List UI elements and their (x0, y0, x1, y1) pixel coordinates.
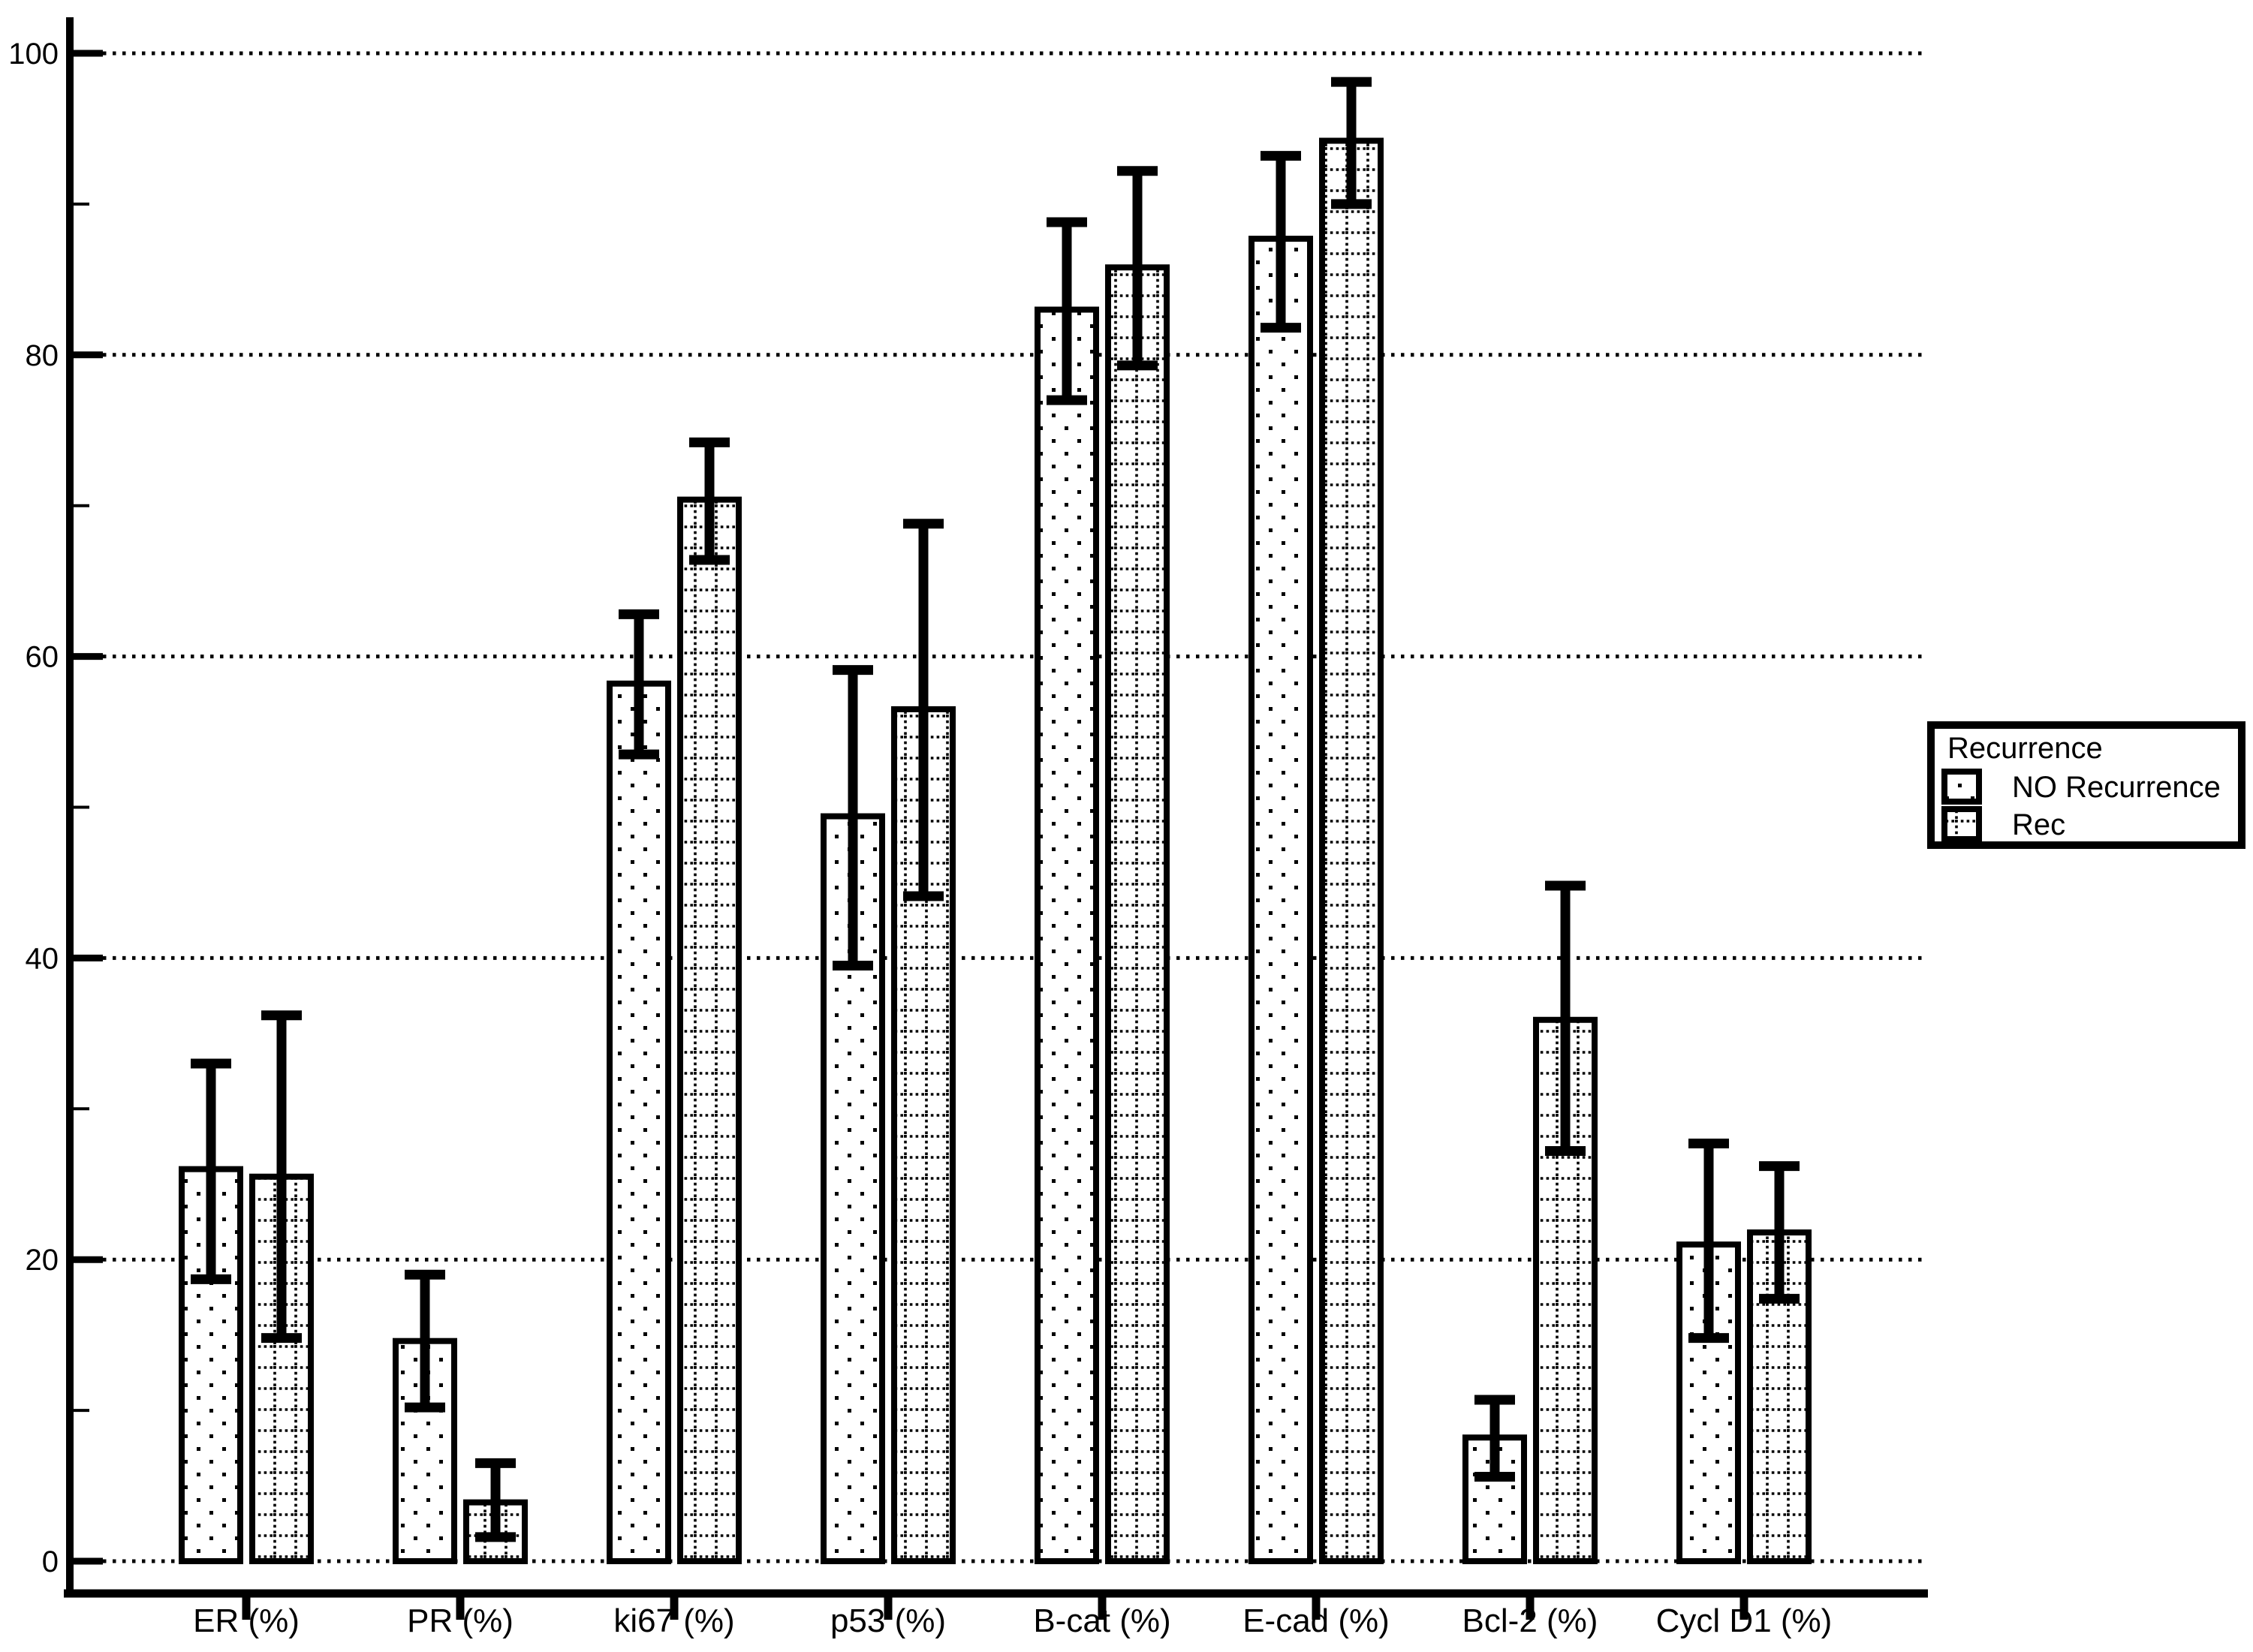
x-tick-label: B-cat (%) (1033, 1602, 1170, 1639)
bar-no-recurrence (607, 680, 671, 1565)
x-tick-label: Bcl-2 (%) (1462, 1602, 1598, 1639)
legend-swatch-rec (1941, 806, 1982, 842)
x-tick-label: p53 (%) (830, 1602, 946, 1639)
bar-no-recurrence (1248, 236, 1313, 1564)
y-tick-label: 40 (26, 942, 59, 975)
x-tick-label: Cycl D1 (%) (1656, 1602, 1833, 1639)
bar-rec (1533, 1016, 1598, 1565)
x-tick-label: E-cad (%) (1242, 1602, 1390, 1639)
legend-title: Recurrence (1947, 732, 2103, 765)
y-tick-label: 60 (26, 641, 59, 674)
legend: Recurrence NO Recurrence Rec (1927, 721, 2245, 849)
x-tick-label: PR (%) (407, 1602, 514, 1639)
bar-rec (1105, 264, 1170, 1565)
y-tick-label: 80 (26, 339, 59, 372)
error-bars (191, 77, 1800, 1542)
legend-label-no-recurrence: NO Recurrence (2012, 771, 2221, 804)
y-tick-label: 20 (26, 1244, 59, 1277)
legend-swatch-no-recurrence (1941, 769, 1982, 805)
axes (64, 17, 1928, 1620)
y-tick-label: 100 (8, 38, 59, 71)
bar-rec (677, 496, 742, 1565)
bar-no-recurrence (1035, 306, 1099, 1564)
x-tick-label: ki67 (%) (613, 1602, 734, 1639)
x-tick-label: ER (%) (193, 1602, 300, 1639)
gridlines (103, 51, 1923, 1563)
axis-labels: 0 20 40 60 80 100 ER (%) PR (%) ki67 (%) p53 (%) B… (8, 38, 1832, 1639)
legend-box (1927, 721, 2245, 849)
bar-rec (1319, 137, 1384, 1565)
y-tick-label: 0 (42, 1545, 59, 1578)
legend-label-rec: Rec (2012, 808, 2065, 841)
